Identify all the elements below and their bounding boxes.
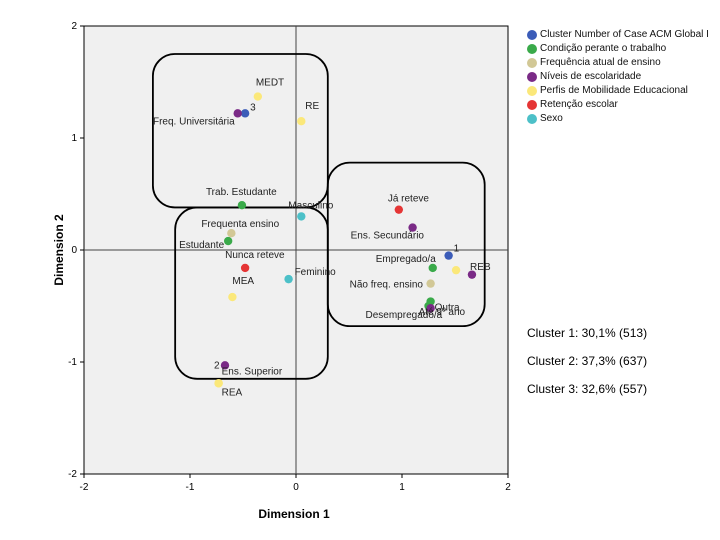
point-label: Outra <box>435 303 460 314</box>
cluster-notes: Cluster 1: 30,1% (513) Cluster 2: 37,3% … <box>527 326 647 410</box>
legend-label: Cluster Number of Case ACM Global I <box>540 29 709 40</box>
legend-item: Perfis de Mobilidade Educacional <box>527 85 717 96</box>
cluster-note: Cluster 2: 37,3% (637) <box>527 354 648 368</box>
data-point <box>451 265 461 275</box>
point-label: Trab. Estudante <box>206 187 277 198</box>
data-point <box>220 361 230 370</box>
point-label: Já reteve <box>388 194 430 205</box>
x-tick-label: 2 <box>505 482 511 493</box>
legend-swatch <box>527 86 537 96</box>
x-axis-title: Dimension 1 <box>258 507 330 521</box>
legend-item: Níveis de escolaridade <box>527 71 717 82</box>
legend-item: Frequência atual de ensino <box>527 57 717 68</box>
point-label: Nunca reteve <box>225 250 285 261</box>
y-tick-label: -2 <box>68 469 77 480</box>
y-tick-label: 0 <box>71 245 77 256</box>
data-point <box>253 92 263 101</box>
data-point <box>444 251 453 260</box>
point-label: Não freq. ensino <box>350 280 424 291</box>
legend-item: Retenção escolar <box>527 99 717 110</box>
axis-ticks: -2 -1 0 1 2 -2 -1 0 1 2 <box>68 21 511 493</box>
data-point <box>237 201 247 210</box>
legend-item: Condição perante o trabalho <box>527 43 717 54</box>
legend-swatch <box>527 44 537 54</box>
legend-label: Condição perante o trabalho <box>540 43 667 54</box>
data-point <box>233 109 242 118</box>
legend-item: Sexo <box>527 113 717 124</box>
cluster-boxes <box>151 53 486 380</box>
data-point <box>467 270 477 279</box>
data-point <box>223 236 233 246</box>
y-tick-label: 2 <box>71 21 77 32</box>
x-tick-label: 1 <box>399 482 405 493</box>
data-point <box>428 263 437 273</box>
legend-label: Sexo <box>540 113 563 124</box>
point-label: MEA <box>232 276 254 287</box>
point-label: REA <box>222 387 243 398</box>
point-label: 2 <box>214 360 220 371</box>
point-label: RE <box>305 101 319 112</box>
legend-label: Perfis de Mobilidade Educacional <box>540 85 688 96</box>
point-label: 1 <box>454 244 460 255</box>
point-label: Ens. Secundário <box>351 231 425 242</box>
data-point <box>408 223 417 232</box>
data-point <box>297 117 306 126</box>
legend-label: Frequência atual de ensino <box>540 57 661 68</box>
point-label: Estudante <box>179 240 224 251</box>
legend: Cluster Number of Case ACM Global I Condi… <box>527 29 717 127</box>
legend-swatch <box>527 58 537 68</box>
legend-swatch <box>527 114 537 124</box>
reference-lines <box>84 26 508 474</box>
legend-swatch <box>527 30 537 40</box>
point-label: MEDT <box>256 78 284 89</box>
x-tick-label: -1 <box>186 482 195 493</box>
point-label: Freq. Universitária <box>153 116 235 127</box>
cluster-box <box>326 161 486 328</box>
point-label: Até 9º ano <box>419 307 466 318</box>
data-point <box>284 274 293 284</box>
y-tick-label: -1 <box>68 357 77 368</box>
legend-item: Cluster Number of Case ACM Global I <box>527 29 717 40</box>
point-label: 3 <box>250 102 256 113</box>
legend-swatch <box>527 100 537 110</box>
data-point <box>227 229 236 238</box>
x-tick-label: -2 <box>80 482 89 493</box>
point-label: Frequenta ensino <box>201 219 279 230</box>
cluster-note: Cluster 3: 32,6% (557) <box>527 382 648 396</box>
data-point <box>297 212 306 221</box>
point-label: Masculino <box>288 200 333 211</box>
y-tick-label: 1 <box>71 133 77 144</box>
point-label: Empregado/a <box>376 254 436 265</box>
x-tick-label: 0 <box>293 482 299 493</box>
data-point <box>394 205 404 214</box>
data-point <box>214 379 223 388</box>
data-point <box>228 292 237 302</box>
data-point <box>426 304 435 313</box>
point-label: REB <box>470 262 491 273</box>
data-point <box>240 109 250 118</box>
point-label: Feminino <box>295 267 337 278</box>
data-point <box>240 263 250 273</box>
y-axis-title: Dimension 2 <box>52 214 66 286</box>
data-points <box>214 92 477 388</box>
legend-label: Retenção escolar <box>540 99 618 110</box>
data-point <box>426 279 435 288</box>
point-label: Desempregado/a <box>366 310 443 321</box>
point-labels: MEDT 3 Freq. Universitária RE Trab. Estudant… <box>153 78 491 399</box>
legend-label: Níveis de escolaridade <box>540 71 642 82</box>
legend-swatch <box>527 72 537 82</box>
point-label: Ens. Superior <box>222 366 283 377</box>
cluster-note: Cluster 1: 30,1% (513) <box>527 326 648 340</box>
